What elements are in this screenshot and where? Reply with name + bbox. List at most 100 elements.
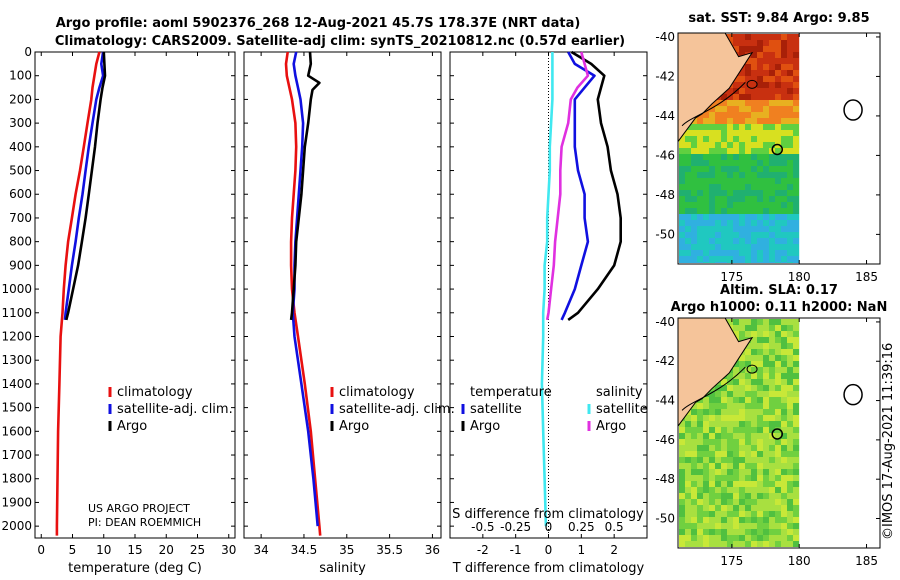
map-cell <box>793 481 799 487</box>
map-cell <box>697 214 703 220</box>
map-cell <box>793 46 799 52</box>
map-cell <box>733 82 739 88</box>
panel3-top-xlabel: S difference from climatology <box>452 507 644 522</box>
map-cell <box>739 397 745 403</box>
map-cell <box>787 166 793 172</box>
map-cell <box>703 208 709 214</box>
map-cell <box>793 421 799 427</box>
map-cell <box>787 238 793 244</box>
map-cell <box>769 487 775 493</box>
map-cell <box>775 523 781 529</box>
map-cell <box>679 433 685 439</box>
map-cell <box>775 499 781 505</box>
map-cell <box>745 409 751 415</box>
x-tick-label: 30 <box>221 543 236 557</box>
map-cell <box>715 208 721 214</box>
map-cell <box>757 172 763 178</box>
map-cell <box>685 160 691 166</box>
map-cell <box>751 64 757 70</box>
map-cell <box>781 52 787 58</box>
map-cell <box>727 481 733 487</box>
y-tick-label: 0 <box>24 45 32 59</box>
map-cell <box>733 427 739 433</box>
map-cell <box>793 325 799 331</box>
map-cell <box>775 154 781 160</box>
map-cell <box>685 208 691 214</box>
map-cell <box>769 493 775 499</box>
map-cell <box>757 397 763 403</box>
map-cell <box>721 112 727 118</box>
map-cell <box>787 541 793 547</box>
map-cell <box>727 196 733 202</box>
map-cell <box>703 160 709 166</box>
map-cell <box>787 523 793 529</box>
map-cell <box>703 232 709 238</box>
map-cell <box>757 337 763 343</box>
map-cell <box>715 385 721 391</box>
map-cell <box>745 349 751 355</box>
map-cell <box>781 196 787 202</box>
map-cell <box>793 70 799 76</box>
map-cell <box>787 481 793 487</box>
map-cell <box>685 196 691 202</box>
map-cell <box>703 445 709 451</box>
map-cell <box>733 535 739 541</box>
map-cell <box>697 190 703 196</box>
map-cell <box>709 118 715 124</box>
map-cell <box>793 154 799 160</box>
map-cell <box>763 100 769 106</box>
map-cell <box>793 445 799 451</box>
map-cell <box>751 40 757 46</box>
map-cell <box>757 94 763 100</box>
map-cell <box>739 130 745 136</box>
map-cell <box>757 475 763 481</box>
map-cell <box>751 244 757 250</box>
map-cell <box>697 226 703 232</box>
map-cell <box>775 481 781 487</box>
map-cell <box>751 154 757 160</box>
y-tick-label: 1600 <box>1 424 32 438</box>
map-cell <box>685 202 691 208</box>
map-cell <box>757 385 763 391</box>
map-cell <box>757 415 763 421</box>
map-cell <box>775 40 781 46</box>
map-cell <box>727 379 733 385</box>
map-cell <box>721 106 727 112</box>
map-cell <box>793 238 799 244</box>
map-cell <box>793 112 799 118</box>
map-cell <box>739 409 745 415</box>
legend-t-argo: Argo <box>470 419 500 434</box>
map-cell <box>691 469 697 475</box>
map-cell <box>751 256 757 262</box>
map-cell <box>703 511 709 517</box>
map-cell <box>751 517 757 523</box>
map-cell <box>691 487 697 493</box>
map-cell <box>763 178 769 184</box>
map-cell <box>685 148 691 154</box>
map-cell <box>715 142 721 148</box>
map-cell <box>781 154 787 160</box>
map-cell <box>775 34 781 40</box>
map-cell <box>751 208 757 214</box>
map-cell <box>781 40 787 46</box>
map-cell <box>733 451 739 457</box>
map-cell <box>793 100 799 106</box>
map-cell <box>739 244 745 250</box>
map-cell <box>679 214 685 220</box>
map-cell <box>745 493 751 499</box>
map-cell <box>769 331 775 337</box>
map-cell <box>787 493 793 499</box>
map-cell <box>697 403 703 409</box>
map-cell <box>757 100 763 106</box>
map-cell <box>787 82 793 88</box>
map-cell <box>697 481 703 487</box>
map-cell <box>769 220 775 226</box>
map-cell <box>769 397 775 403</box>
map-cell <box>727 319 733 325</box>
map-y-label: -42 <box>655 69 675 83</box>
map-cell <box>781 445 787 451</box>
map-cell <box>679 136 685 142</box>
map-cell <box>781 172 787 178</box>
map-cell <box>727 439 733 445</box>
map-cell <box>787 529 793 535</box>
